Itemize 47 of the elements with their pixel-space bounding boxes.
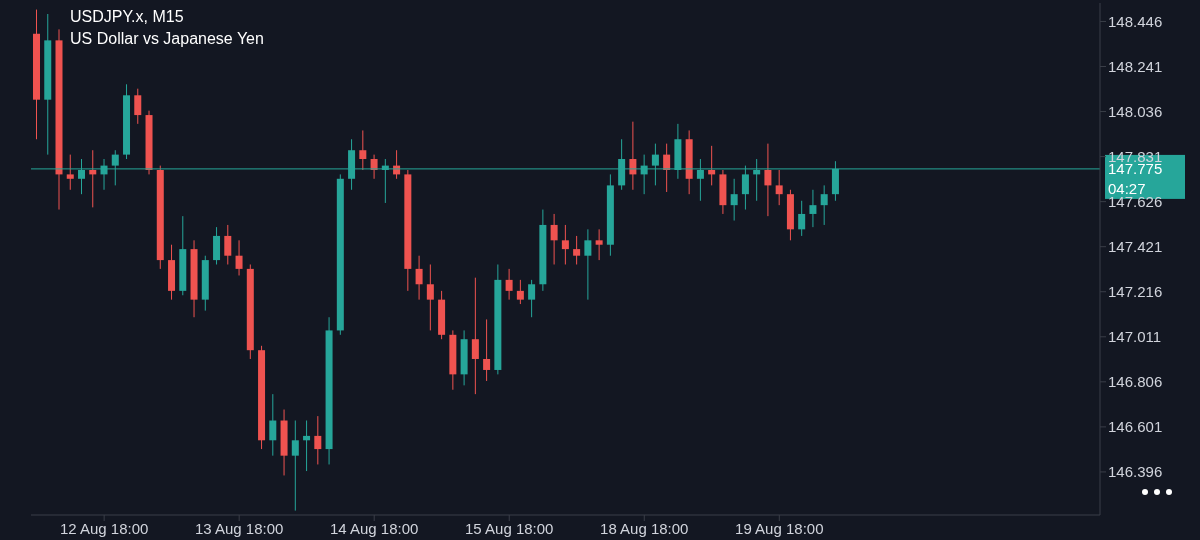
x-tick-label: 18 Aug 18:00: [600, 519, 689, 537]
text: 04:27: [1108, 179, 1146, 197]
candlestick: [798, 200, 806, 237]
x-tick-label: 15 Aug 18:00: [465, 519, 554, 537]
y-tick-label: 146.806: [1108, 373, 1163, 391]
candlestick: [516, 279, 524, 305]
candlestick: [66, 154, 74, 191]
candlestick: [561, 224, 569, 265]
candlestick: [471, 277, 479, 395]
text: US Dollar vs Japanese Yen: [70, 29, 264, 49]
candlestick: [415, 255, 423, 301]
y-tick-label: 147.011: [1108, 328, 1162, 346]
candlestick: [584, 228, 592, 301]
candlestick: [573, 235, 581, 265]
candlestick: [730, 178, 738, 222]
candlestick: [708, 145, 716, 186]
candlestick: [820, 184, 828, 226]
y-tick-label: 146.396: [1108, 463, 1163, 481]
candlestick: [224, 224, 232, 265]
candlestick: [528, 279, 536, 318]
candlestick: [314, 415, 322, 465]
candlestick: [764, 143, 772, 217]
candlestick: [505, 268, 513, 301]
candlestick: [134, 88, 142, 125]
candlestick: [89, 149, 97, 208]
candlestick: [291, 420, 299, 512]
y-tick-label: 148.036: [1108, 102, 1163, 120]
y-tick-label: 148.446: [1108, 12, 1163, 30]
candlestick: [550, 213, 558, 265]
candlestick: [483, 318, 491, 382]
candlestick: [235, 239, 243, 276]
x-tick-label: 14 Aug 18:00: [329, 519, 419, 537]
y-tick-label: 146.601: [1108, 418, 1163, 436]
y-tick-label: 147.216: [1108, 283, 1163, 301]
x-tick-label: 19 Aug 18:00: [735, 519, 824, 537]
candlestick: [595, 228, 603, 261]
candlestick: [269, 393, 277, 457]
x-tick-label: 12 Aug 18:00: [59, 519, 149, 537]
y-tick-label: 148.241: [1108, 57, 1163, 75]
chart-title: USDJPY.x, M15: [70, 7, 185, 27]
candlestick: [303, 420, 311, 472]
candlestick: [359, 129, 367, 171]
candlestick: [809, 189, 817, 228]
y-tick-label: 147.421: [1108, 238, 1163, 256]
x-tick-label: 13 Aug 18:00: [194, 519, 284, 537]
candlestick: [426, 263, 434, 331]
candlestick: [775, 169, 783, 206]
